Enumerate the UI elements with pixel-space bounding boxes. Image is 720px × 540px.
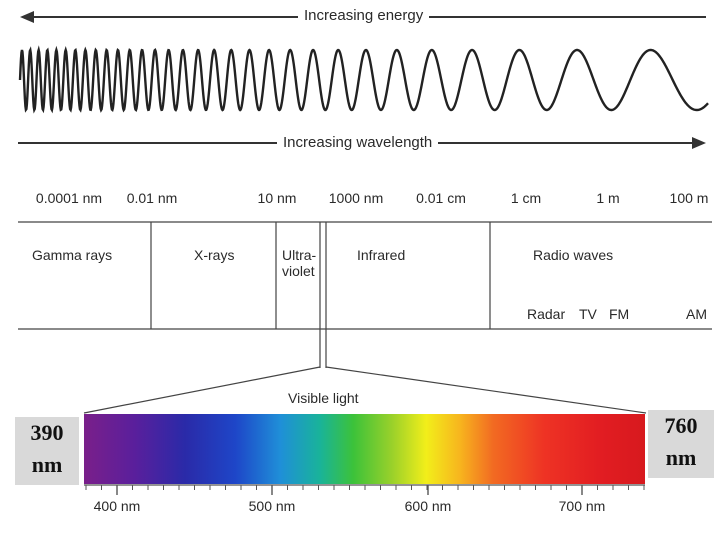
visible-spectrum-bar <box>84 414 645 484</box>
zoom-line-right <box>325 366 647 414</box>
band-tv: TV <box>579 306 597 322</box>
region-infrared: Infrared <box>357 247 406 263</box>
right-edge-wavelength-box: 760 nm <box>648 410 714 478</box>
region-ultraviolet-line2: violet <box>282 263 315 279</box>
wave-graphic <box>18 45 709 114</box>
region-x-rays: X-rays <box>194 247 235 263</box>
energy-arrow-head <box>20 11 34 23</box>
zoom-line-left <box>83 366 321 414</box>
region-radio-waves: Radio waves <box>533 247 614 263</box>
right-edge-unit: nm <box>665 444 697 470</box>
increasing-energy-label: Increasing energy <box>298 8 430 23</box>
scale-label-1cm: 1 cm <box>510 190 542 206</box>
band-am: AM <box>686 306 707 322</box>
visible-light-label: Visible light <box>288 390 359 406</box>
tick-label-600nm: 600 nm <box>404 498 452 514</box>
left-edge-value: 390 <box>30 420 64 445</box>
band-fm: FM <box>609 306 630 322</box>
scale-label-1m: 1 m <box>596 190 620 206</box>
region-ultraviolet-line1: Ultra- <box>282 247 317 263</box>
scale-label-1000nm: 1000 nm <box>328 190 384 206</box>
increasing-wavelength-label: Increasing wavelength <box>277 135 439 150</box>
right-edge-value: 760 <box>664 413 698 438</box>
tick-label-500nm: 500 nm <box>248 498 296 514</box>
scale-label-10nm: 10 nm <box>257 190 297 206</box>
scale-label-0.0001nm: 0.0001 nm <box>35 190 103 206</box>
band-radar: Radar <box>527 306 566 322</box>
scale-label-0.01nm: 0.01 nm <box>126 190 178 206</box>
scale-label-0.01cm: 0.01 cm <box>416 190 466 206</box>
spectrum-ruler-ticks <box>85 485 645 495</box>
tick-label-400nm: 400 nm <box>93 498 141 514</box>
wavelength-arrow-head <box>692 137 706 149</box>
left-edge-unit: nm <box>31 451 63 477</box>
scale-label-100m: 100 m <box>669 190 709 206</box>
left-edge-wavelength-box: 390 nm <box>15 417 79 485</box>
region-gamma-rays: Gamma rays <box>32 247 113 263</box>
tick-label-700nm: 700 nm <box>558 498 606 514</box>
